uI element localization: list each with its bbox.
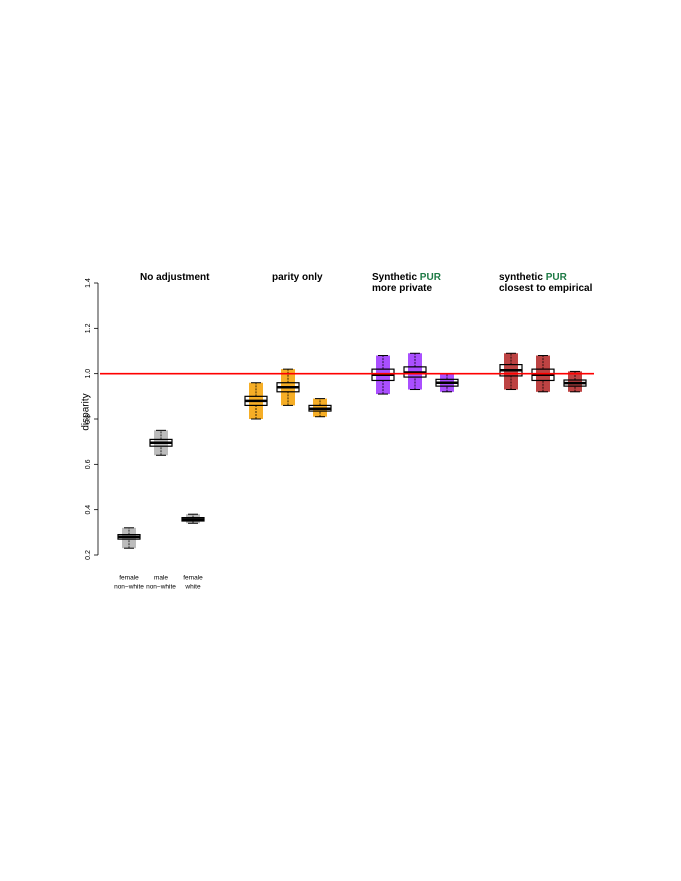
y-tick-label: 1.2 bbox=[85, 323, 92, 333]
y-tick-label: 1.0 bbox=[85, 369, 92, 379]
y-tick-label: 0.2 bbox=[85, 550, 92, 560]
panel-title-part: No adjustment bbox=[140, 272, 210, 283]
x-tick-label: female bbox=[183, 575, 203, 582]
panel-title: closest to empirical bbox=[499, 283, 593, 294]
panel-title-part: closest to empirical bbox=[499, 283, 593, 294]
panel-title-part: parity only bbox=[272, 272, 323, 283]
x-tick-label: non−white bbox=[146, 584, 176, 591]
x-tick-label: non−white bbox=[114, 584, 144, 591]
panel-title-part: PUR bbox=[546, 272, 568, 283]
y-tick-label: 0.6 bbox=[85, 459, 92, 469]
panel-title: Synthetic PUR bbox=[372, 272, 442, 283]
y-tick-label: 0.8 bbox=[85, 414, 92, 424]
y-tick-label: 1.4 bbox=[85, 278, 92, 288]
panel-title-part: synthetic bbox=[499, 272, 546, 283]
y-axis-label: disparity bbox=[81, 393, 92, 430]
panel-title: No adjustment bbox=[140, 272, 210, 283]
panel-title-part: PUR bbox=[420, 272, 442, 283]
x-tick-label: female bbox=[119, 575, 139, 582]
panel-title: more private bbox=[372, 283, 432, 294]
panel-title: parity only bbox=[272, 272, 323, 283]
panel-title: synthetic PUR bbox=[499, 272, 568, 283]
x-tick-label: white bbox=[184, 584, 201, 591]
panel-title-part: Synthetic bbox=[372, 272, 420, 283]
panel-title-part: more private bbox=[372, 283, 432, 294]
x-tick-label: male bbox=[154, 575, 168, 582]
y-tick-label: 0.4 bbox=[85, 505, 92, 515]
